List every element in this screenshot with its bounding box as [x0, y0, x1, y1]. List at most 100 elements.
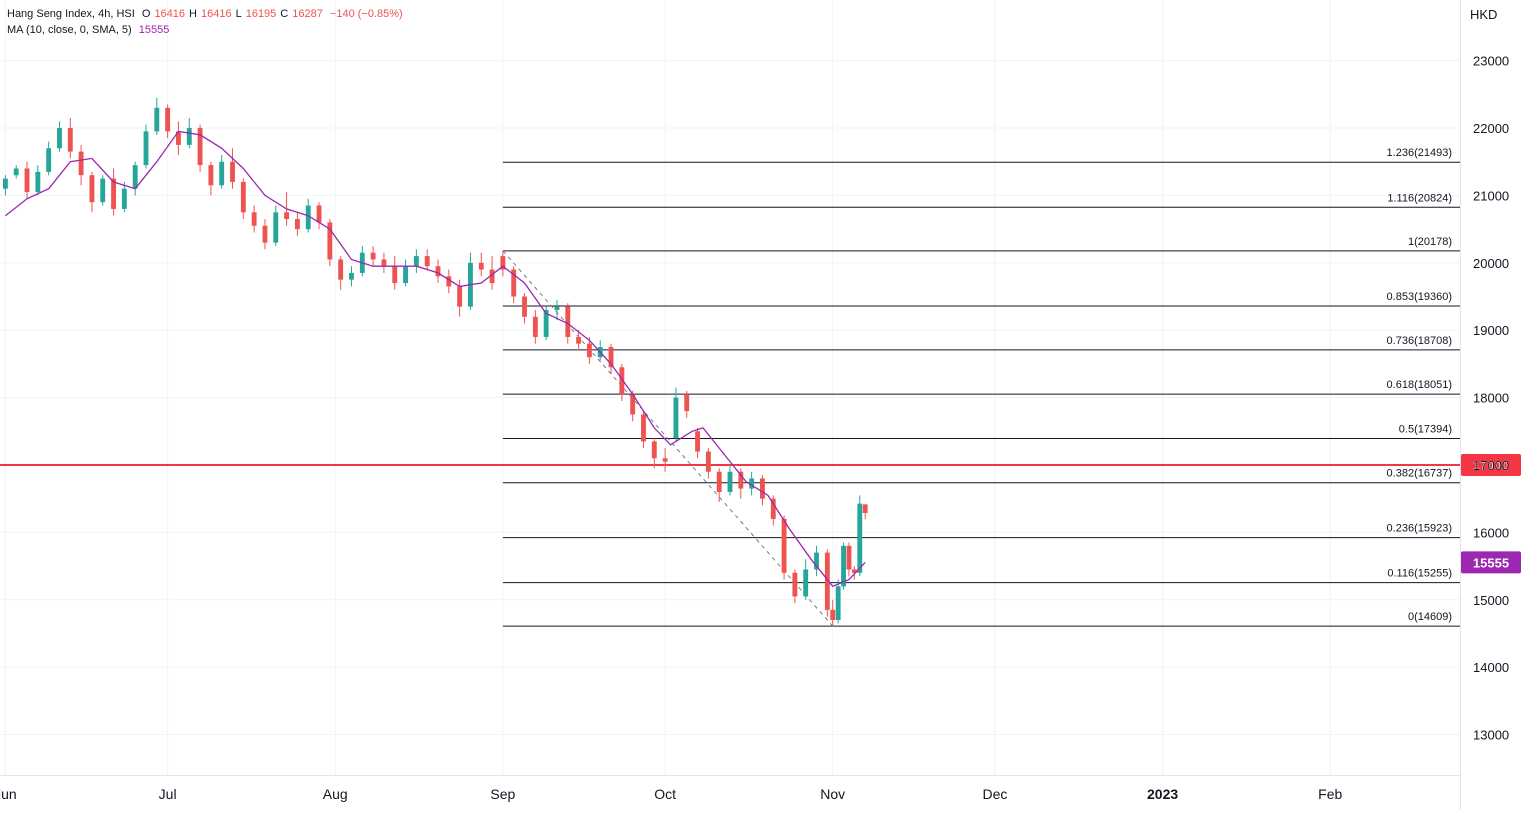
- price-tick-label: 15000: [1473, 593, 1509, 608]
- high-value: 16416: [200, 8, 232, 20]
- candle-body: [154, 107, 160, 132]
- candle-body: [370, 252, 376, 260]
- candle-body: [381, 259, 387, 267]
- fibonacci-retracement[interactable]: 1.236(21493) 1.116(20824) 1(20178) 0.853(19…: [502, 147, 1460, 627]
- candle-body: [230, 161, 235, 182]
- candle-body: [121, 188, 127, 209]
- candle-body: [630, 394, 636, 415]
- candle-body: [824, 552, 830, 610]
- candle-body: [165, 107, 171, 132]
- candle-body: [392, 266, 398, 284]
- candle-body: [543, 310, 549, 337]
- candle-body: [435, 266, 441, 277]
- price-tick-label: 18000: [1473, 391, 1509, 406]
- candle-body: [841, 545, 846, 587]
- candle-body: [457, 286, 463, 307]
- candle-body: [749, 478, 755, 489]
- candle-body: [522, 296, 527, 317]
- candle-body: [57, 128, 62, 149]
- candle-body: [673, 397, 679, 439]
- candle-body: [208, 165, 214, 186]
- candle-body: [262, 225, 268, 243]
- candle-body: [78, 151, 84, 176]
- candle-body: [284, 212, 290, 220]
- price-tick-label: 14000: [1473, 660, 1509, 675]
- candle-body: [651, 441, 657, 459]
- candle-body: [316, 205, 322, 223]
- grid: [0, 0, 1460, 775]
- candlesticks: [2, 97, 868, 627]
- candle-body: [197, 128, 203, 166]
- price-tick-label: 20000: [1473, 256, 1509, 271]
- price-axis[interactable]: HKD 13000 14000 15000 16000 17000 18000 19000 20…: [1460, 0, 1510, 810]
- candle-body: [727, 471, 733, 492]
- symbol-label[interactable]: Hang Seng Index, 4h, HSI: [7, 8, 135, 20]
- candle-body: [781, 518, 787, 573]
- candle-body: [176, 131, 181, 145]
- candle-body: [792, 572, 798, 597]
- price-tick-label: 23000: [1473, 54, 1509, 69]
- fib-level-label: 1.116(20824): [1387, 192, 1452, 204]
- candle-body: [24, 168, 30, 193]
- candle-body: [554, 306, 560, 310]
- ma-badge: [1461, 551, 1521, 574]
- open-value: 16416: [154, 8, 186, 20]
- time-tick-label: Jul: [159, 786, 177, 802]
- candle-body: [662, 458, 668, 462]
- candle-body: [857, 503, 863, 573]
- candle-body: [576, 336, 582, 344]
- price-tick-label: 19000: [1473, 323, 1509, 338]
- price-tick-label: 17000: [1473, 458, 1509, 473]
- candle-body: [424, 256, 430, 267]
- ma-value: 15555: [138, 24, 170, 36]
- candle-body: [143, 131, 149, 166]
- candle-body: [511, 269, 517, 297]
- price-tick-label: 21000: [1473, 188, 1509, 203]
- fib-level-label: 0.736(18708): [1387, 335, 1452, 347]
- time-tick-label: Feb: [1318, 786, 1342, 802]
- candle-body: [738, 471, 744, 489]
- candle-body: [89, 175, 95, 203]
- fib-level-label: 0.853(19360): [1387, 291, 1452, 303]
- open-label: O: [141, 8, 151, 20]
- candle-body: [35, 171, 41, 193]
- candle-body: [716, 471, 722, 492]
- candle-body: [478, 262, 484, 270]
- candle-body: [132, 165, 138, 189]
- candle-body: [294, 219, 300, 230]
- fib-level-label: 0.236(15923): [1387, 523, 1452, 535]
- candle-body: [327, 222, 333, 260]
- legend-ma-row: MA (10, close, 0, SMA, 5) 15555: [7, 22, 403, 38]
- candle-body: [851, 569, 857, 573]
- candle-body: [100, 178, 106, 203]
- fib-level-label: 0(14609): [1408, 611, 1452, 623]
- low-value: 16195: [245, 8, 277, 20]
- candle-body: [446, 276, 452, 287]
- candle-body: [273, 212, 279, 243]
- candle-body: [565, 306, 571, 337]
- fib-level-label: 0.382(16737): [1387, 468, 1452, 480]
- price-tick-label: 16000: [1473, 525, 1509, 540]
- close-label: C: [280, 8, 289, 20]
- candle-body: [338, 259, 344, 280]
- candle-body: [500, 256, 506, 270]
- time-axis[interactable]: Jun Jul Aug Sep Oct Nov Dec 2023 Feb: [0, 775, 1460, 803]
- candle-body: [186, 128, 192, 145]
- fib-level-label: 1.236(21493): [1387, 147, 1452, 159]
- legend-symbol-row: Hang Seng Index, 4h, HSI O 16416 H 16416 L 16…: [7, 6, 403, 22]
- ohlc-values: O 16416 H 16416 L 16195 C 16287: [142, 8, 323, 20]
- fib-level-label: 0.618(18051): [1387, 379, 1452, 391]
- candle-body: [586, 343, 592, 358]
- close-value: 16287: [292, 8, 323, 20]
- candle-body: [608, 347, 614, 368]
- ma-label[interactable]: MA (10, close, 0, SMA, 5): [7, 24, 132, 36]
- candle-body: [803, 569, 809, 597]
- candle-body: [641, 414, 646, 442]
- horizontal-line-17000[interactable]: 17000: [0, 454, 1521, 476]
- fib-level-label: 1(20178): [1408, 236, 1452, 248]
- ma-badge-label: 15555: [1473, 555, 1509, 570]
- time-tick-label: Jun: [0, 786, 17, 802]
- fib-level-label: 0.5(17394): [1399, 423, 1452, 435]
